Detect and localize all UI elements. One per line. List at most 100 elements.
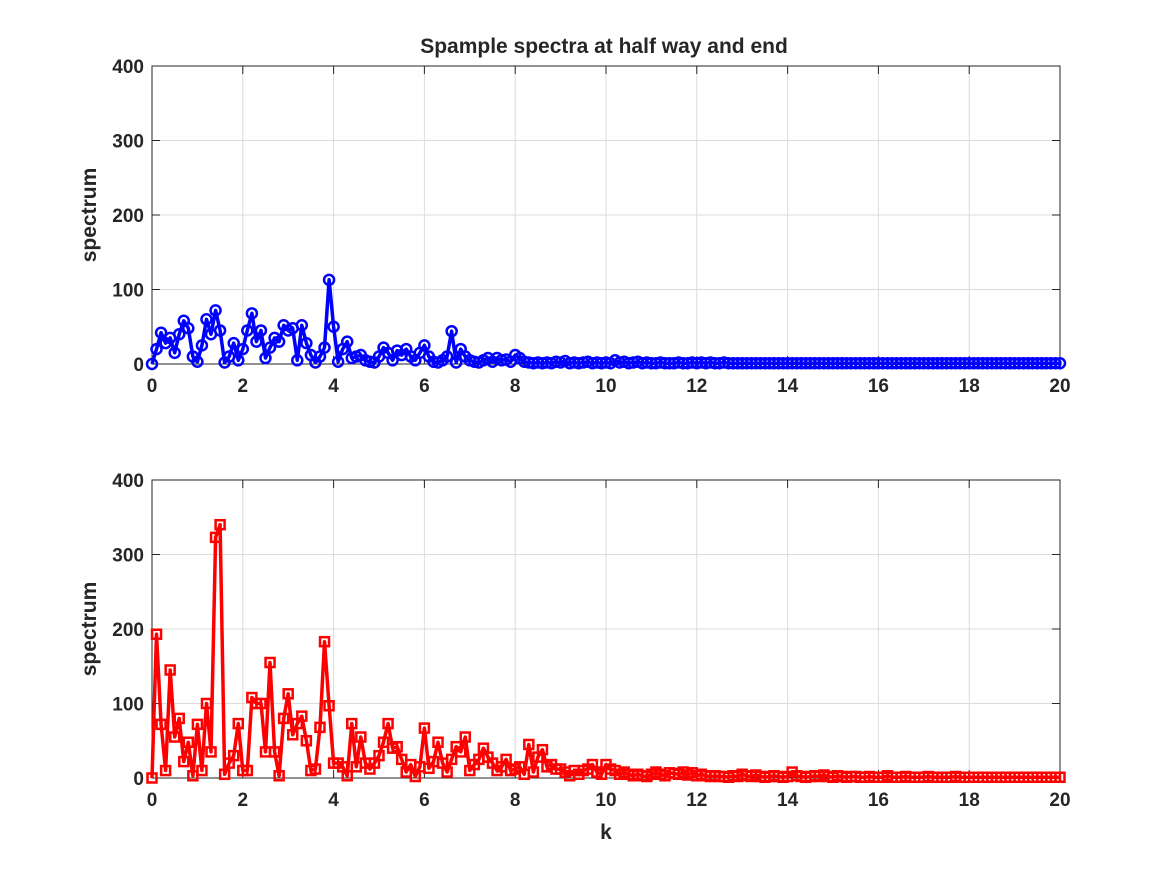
top-ytick-label: 300: [112, 132, 144, 153]
top-data-point: [245, 307, 259, 320]
bottom-data-point: [314, 721, 326, 734]
top-data-point: [241, 324, 254, 337]
bottom-data-point: [182, 736, 195, 748]
top-ytick-label: 100: [112, 281, 144, 302]
bottom-xtick-label: 20: [1049, 790, 1070, 811]
bottom-data-point: [286, 729, 299, 741]
top-data-point: [445, 324, 458, 338]
bottom-data-point: [218, 768, 231, 781]
bottom-data-point: [300, 735, 313, 747]
bottom-xlabel: k: [600, 821, 612, 844]
bottom-data-point: [309, 763, 322, 775]
bottom-data-point: [1054, 771, 1066, 784]
top-data-point: [386, 354, 399, 367]
top-data-point: [168, 346, 181, 360]
bottom-data-point: [341, 770, 353, 782]
top-data-point: [318, 341, 331, 354]
bottom-ytick-label: 200: [112, 620, 144, 641]
top-data-point: [200, 313, 213, 326]
top-data-point: [254, 324, 268, 337]
top-data-point: [209, 304, 222, 317]
bottom-data-point: [255, 697, 267, 710]
top-ylabel: spectrum: [78, 168, 101, 263]
top-data-point: [182, 321, 195, 335]
top-data-point: [250, 335, 263, 348]
bottom-data-point: [209, 531, 222, 544]
bottom-ytick-label: 0: [133, 769, 144, 790]
bottom-data-point: [454, 746, 467, 758]
top-data-point: [418, 339, 431, 352]
top-xtick-label: 20: [1049, 376, 1070, 397]
bottom-data-point: [500, 753, 512, 766]
bottom-xtick-label: 16: [868, 790, 889, 811]
bottom-data-point: [459, 731, 472, 743]
top-xtick-label: 10: [595, 376, 616, 397]
bottom-data-point: [196, 764, 208, 777]
bottom-data-point: [168, 731, 181, 743]
top-data-point: [150, 342, 163, 356]
top-data-point: [295, 319, 309, 332]
top-ytick-label: 0: [133, 355, 144, 376]
bottom-data-point: [536, 743, 549, 756]
top-data-point: [154, 326, 168, 339]
top-data-point: [291, 354, 304, 367]
top-series: [145, 273, 1067, 371]
top-xtick-label: 2: [238, 376, 249, 397]
bottom-data-point: [164, 664, 176, 676]
bottom-data-point: [227, 749, 240, 762]
bottom-data-point: [432, 736, 444, 748]
top-data-point: [236, 342, 250, 356]
top-data-point: [449, 356, 463, 369]
bottom-xtick-label: 6: [419, 790, 430, 811]
bottom-data-point: [205, 746, 217, 758]
bottom-data-point: [159, 764, 172, 777]
top-data-point: [327, 320, 340, 333]
bottom-data-point: [155, 718, 167, 731]
top-data-point: [145, 357, 159, 371]
bottom-data-point: [241, 764, 254, 777]
bottom-data-point: [527, 766, 540, 778]
top-xtick-label: 12: [686, 376, 707, 397]
bottom-data-point: [277, 712, 290, 725]
bottom-data-point: [373, 749, 385, 762]
bottom-data-point: [150, 628, 163, 640]
top-data-point: [191, 355, 204, 369]
bottom-data-point: [391, 740, 403, 753]
bottom-data-point: [323, 699, 335, 712]
bottom-series: [146, 518, 1066, 784]
top-data-point: [227, 336, 240, 350]
bottom-xtick-label: 0: [147, 790, 158, 811]
bottom-data-point: [273, 770, 285, 782]
top-xtick-label: 14: [777, 376, 799, 397]
bottom-xtick-label: 10: [595, 790, 616, 811]
bottom-xtick-label: 2: [238, 790, 249, 811]
bottom-data-point: [318, 635, 331, 648]
top-data-point: [1053, 357, 1067, 370]
bottom-data-point: [296, 710, 308, 722]
bottom-data-point: [346, 717, 358, 730]
top-data-point: [232, 354, 245, 367]
bottom-ytick-label: 300: [112, 546, 144, 567]
top-data-point: [213, 324, 227, 337]
top-data-point: [272, 335, 286, 348]
top-data-point: [172, 327, 186, 341]
top-data-point: [300, 336, 313, 350]
bottom-data-point: [377, 736, 390, 748]
bottom-data-point: [191, 718, 204, 731]
top-data-point: [195, 339, 209, 352]
top-ytick-label: 200: [112, 206, 144, 227]
top-data-point: [440, 350, 454, 363]
bottom-data-point: [445, 753, 458, 766]
bottom-xtick-label: 18: [959, 790, 980, 811]
bottom-ytick-label: 400: [112, 471, 144, 492]
top-data-point: [263, 341, 277, 354]
top-data-point: [340, 335, 354, 348]
bottom-data-point: [268, 746, 281, 758]
bottom-data-point: [146, 772, 158, 784]
